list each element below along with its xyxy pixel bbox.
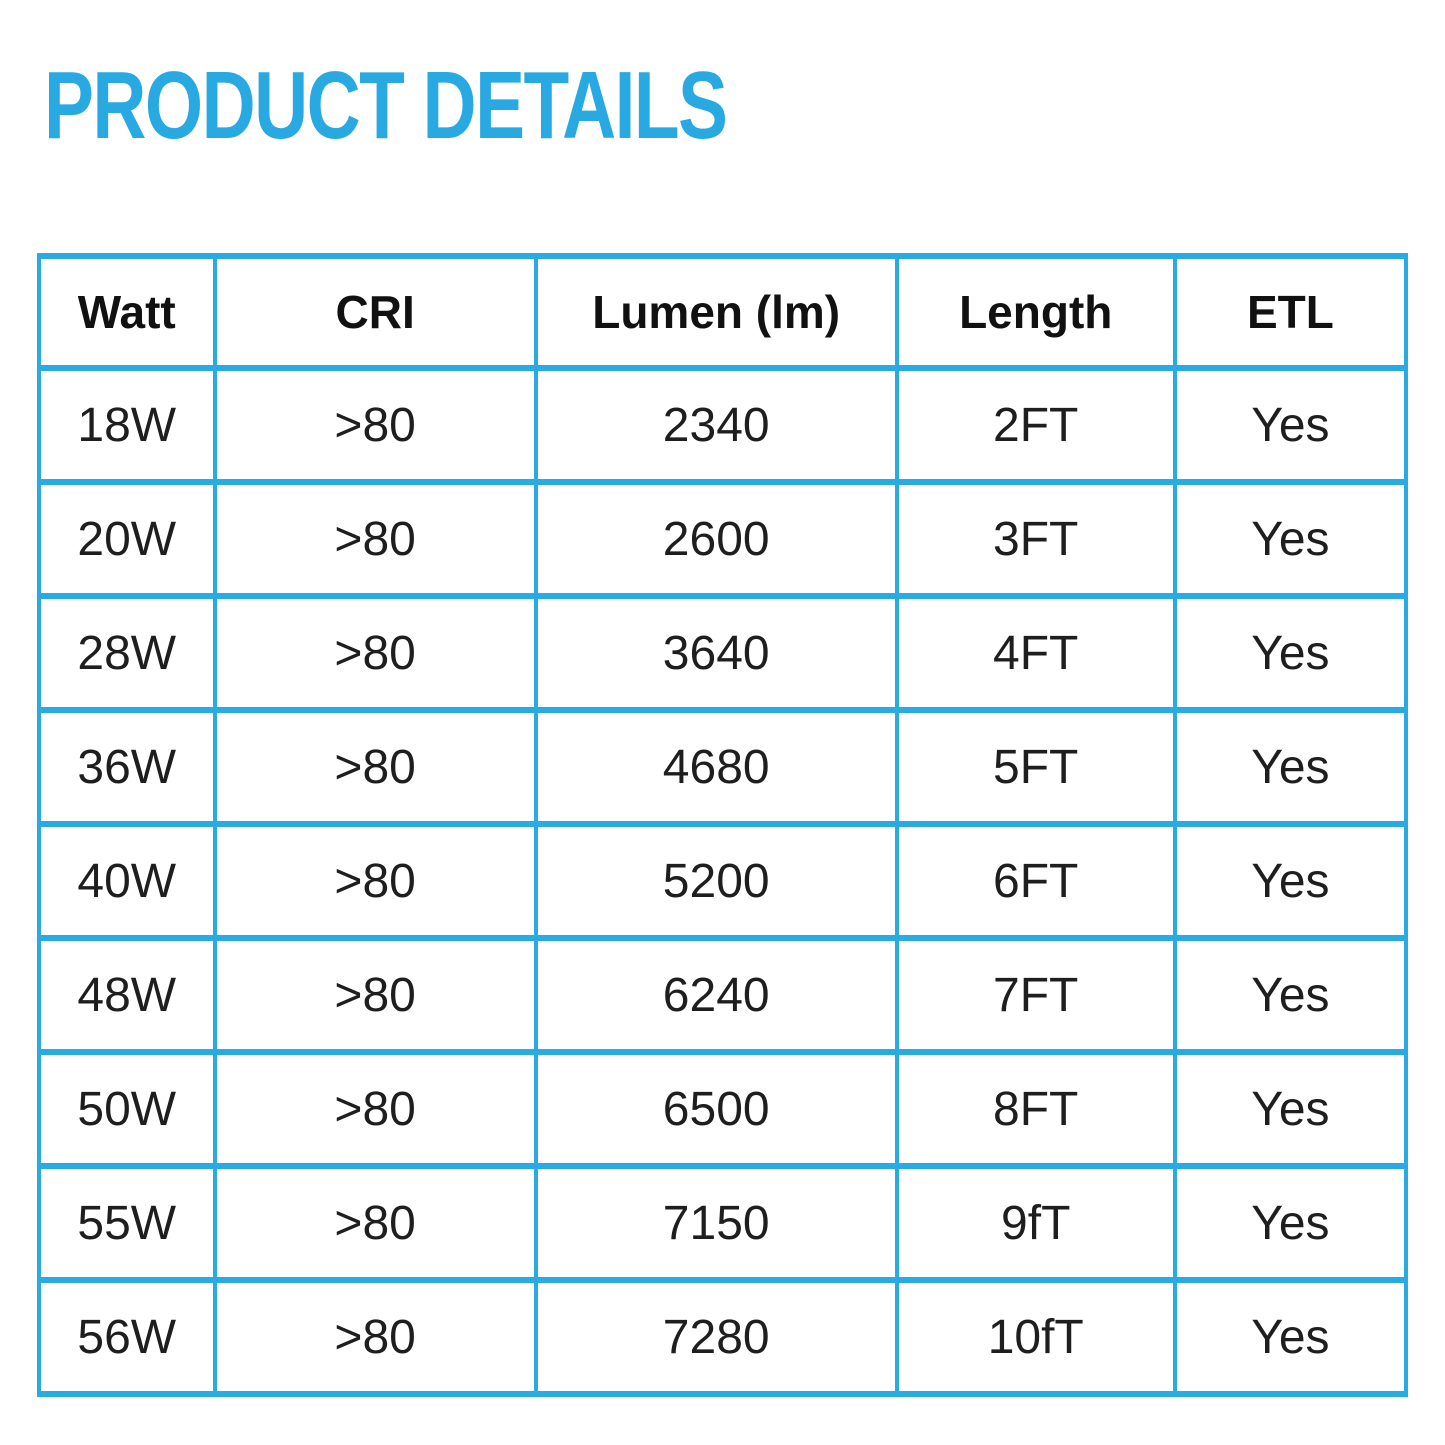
- cell-lumen: 3640: [533, 593, 899, 713]
- cell-etl: Yes: [1172, 365, 1409, 485]
- cell-cri: >80: [212, 593, 538, 713]
- cell-etl: Yes: [1172, 479, 1409, 599]
- table-header-row: Watt CRI Lumen (lm) Length ETL: [37, 253, 1409, 371]
- cell-lumen: 7280: [533, 1277, 899, 1397]
- cell-lumen: 6240: [533, 935, 899, 1055]
- cell-watt: 48W: [37, 935, 217, 1055]
- cell-etl: Yes: [1172, 1049, 1409, 1169]
- cell-length: 6FT: [894, 821, 1177, 941]
- table-row: 55W >80 7150 9fT Yes: [37, 1163, 1409, 1283]
- table-row: 40W >80 5200 6FT Yes: [37, 821, 1409, 941]
- cell-watt: 50W: [37, 1049, 217, 1169]
- cell-cri: >80: [212, 1277, 538, 1397]
- cell-length: 7FT: [894, 935, 1177, 1055]
- cell-lumen: 2340: [533, 365, 899, 485]
- cell-watt: 28W: [37, 593, 217, 713]
- col-header-watt: Watt: [37, 253, 217, 371]
- cell-watt: 55W: [37, 1163, 217, 1283]
- cell-cri: >80: [212, 1163, 538, 1283]
- cell-length: 5FT: [894, 707, 1177, 827]
- table-row: 50W >80 6500 8FT Yes: [37, 1049, 1409, 1169]
- cell-lumen: 2600: [533, 479, 899, 599]
- table-row: 56W >80 7280 10fT Yes: [37, 1277, 1409, 1397]
- cell-etl: Yes: [1172, 1277, 1409, 1397]
- cell-cri: >80: [212, 1049, 538, 1169]
- cell-length: 2FT: [894, 365, 1177, 485]
- page-title: PRODUCT DETAILS: [44, 52, 728, 159]
- cell-cri: >80: [212, 821, 538, 941]
- table-row: 48W >80 6240 7FT Yes: [37, 935, 1409, 1055]
- cell-lumen: 5200: [533, 821, 899, 941]
- cell-length: 10fT: [894, 1277, 1177, 1397]
- cell-length: 9fT: [894, 1163, 1177, 1283]
- cell-lumen: 7150: [533, 1163, 899, 1283]
- cell-length: 4FT: [894, 593, 1177, 713]
- col-header-cri: CRI: [212, 253, 538, 371]
- cell-lumen: 6500: [533, 1049, 899, 1169]
- cell-cri: >80: [212, 707, 538, 827]
- cell-watt: 18W: [37, 365, 217, 485]
- cell-lumen: 4680: [533, 707, 899, 827]
- cell-watt: 56W: [37, 1277, 217, 1397]
- table-row: 18W >80 2340 2FT Yes: [37, 365, 1409, 485]
- cell-watt: 36W: [37, 707, 217, 827]
- col-header-length: Length: [894, 253, 1177, 371]
- cell-cri: >80: [212, 365, 538, 485]
- cell-etl: Yes: [1172, 593, 1409, 713]
- product-details-table: Watt CRI Lumen (lm) Length ETL 18W >80 2…: [37, 253, 1409, 1397]
- table-row: 36W >80 4680 5FT Yes: [37, 707, 1409, 827]
- cell-cri: >80: [212, 935, 538, 1055]
- cell-etl: Yes: [1172, 935, 1409, 1055]
- cell-length: 8FT: [894, 1049, 1177, 1169]
- col-header-lumen: Lumen (lm): [533, 253, 899, 371]
- table-row: 20W >80 2600 3FT Yes: [37, 479, 1409, 599]
- cell-etl: Yes: [1172, 707, 1409, 827]
- cell-etl: Yes: [1172, 1163, 1409, 1283]
- cell-watt: 40W: [37, 821, 217, 941]
- cell-cri: >80: [212, 479, 538, 599]
- cell-length: 3FT: [894, 479, 1177, 599]
- col-header-etl: ETL: [1172, 253, 1409, 371]
- cell-watt: 20W: [37, 479, 217, 599]
- cell-etl: Yes: [1172, 821, 1409, 941]
- table-row: 28W >80 3640 4FT Yes: [37, 593, 1409, 713]
